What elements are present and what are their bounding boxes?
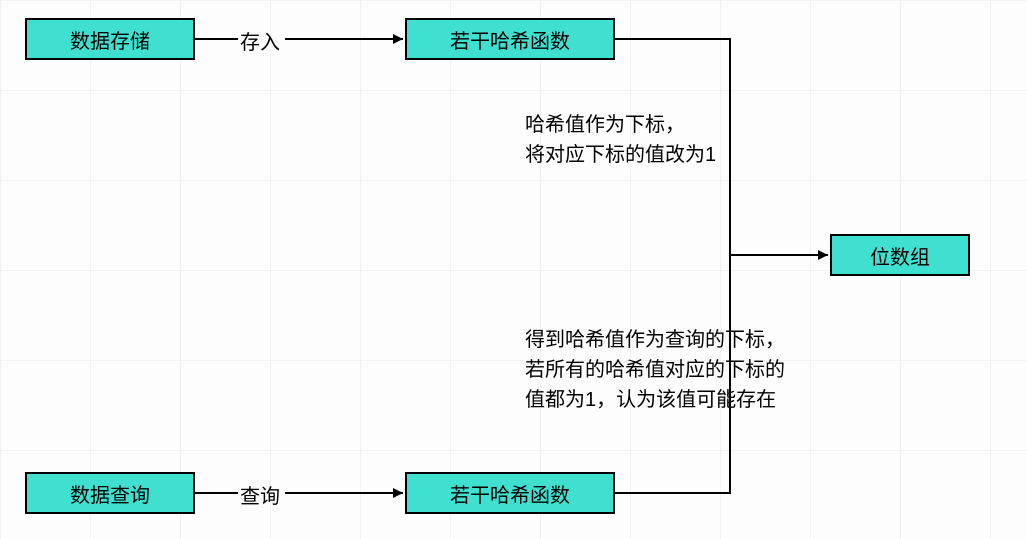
annotation-top: 哈希值作为下标， 将对应下标的值改为1 [525,110,716,170]
node-data-query: 数据查询 [25,472,195,514]
node-label: 位数组 [870,241,930,270]
node-data-store: 数据存储 [25,18,195,60]
annotation-bottom: 得到哈希值作为查询的下标， 若所有的哈希值对应的下标的 值都为1，认为该值可能存… [525,325,785,415]
edge-label-query: 查询 [240,480,280,509]
node-label: 若干哈希函数 [450,479,570,508]
edge-label-store: 存入 [240,26,280,55]
annotation-line: 哈希值作为下标， [525,110,716,140]
node-hash-fn-bottom: 若干哈希函数 [405,472,615,514]
edge-label-text: 存入 [240,32,280,54]
annotation-line: 将对应下标的值改为1 [525,140,716,170]
node-label: 若干哈希函数 [450,25,570,54]
edge-label-text: 查询 [240,486,280,508]
node-label: 数据存储 [70,25,150,54]
annotation-line: 值都为1，认为该值可能存在 [525,385,785,415]
node-bit-array: 位数组 [830,234,970,276]
node-hash-fn-top: 若干哈希函数 [405,18,615,60]
node-label: 数据查询 [70,479,150,508]
annotation-line: 若所有的哈希值对应的下标的 [525,355,785,385]
annotation-line: 得到哈希值作为查询的下标， [525,325,785,355]
